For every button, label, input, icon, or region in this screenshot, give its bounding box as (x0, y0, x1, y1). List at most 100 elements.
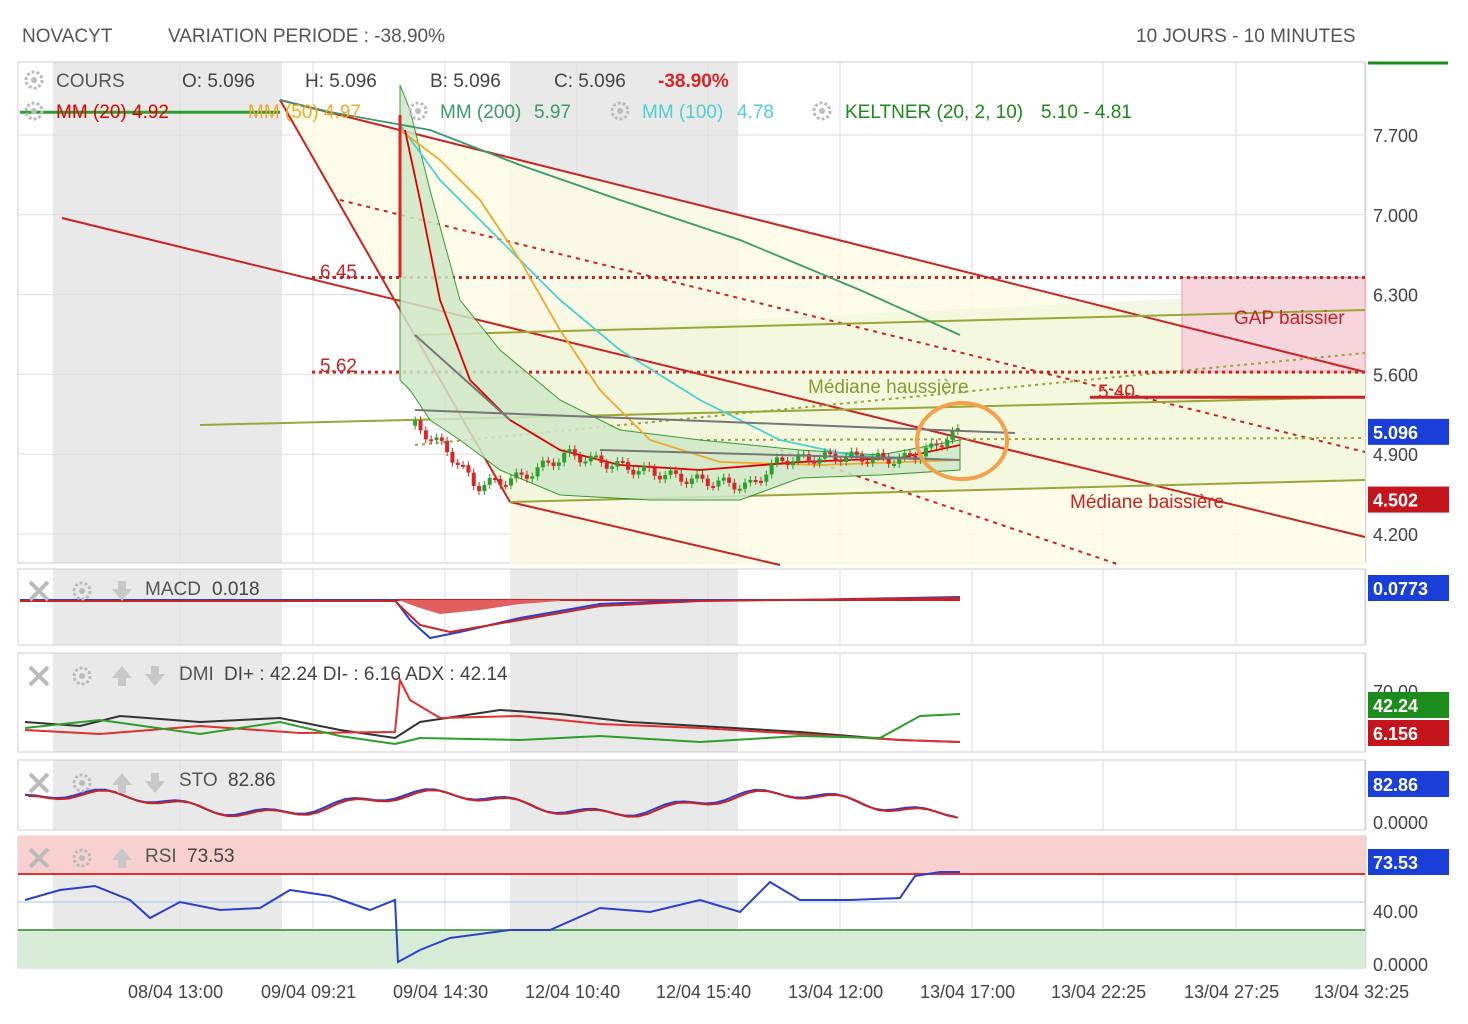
candle (716, 480, 721, 487)
range-label[interactable]: 10 JOURS - 10 MINUTES (1136, 26, 1356, 47)
candle (886, 457, 891, 464)
close-stroke (28, 772, 50, 794)
legend-mm200-name[interactable]: MM (200) (440, 102, 521, 123)
gear-icon[interactable] (812, 101, 832, 121)
variation-label: VARIATION PERIODE : -38.90% (168, 26, 445, 47)
close-value: C: 5.096 (554, 71, 626, 92)
candle (594, 455, 599, 458)
candle (530, 476, 535, 479)
gear-icon[interactable] (72, 848, 92, 868)
candle (700, 474, 705, 479)
candle (727, 477, 732, 483)
arrow-up-icon[interactable] (112, 848, 132, 868)
x-tick-label: 09/04 14:30 (393, 982, 488, 1002)
gear-teeth (24, 70, 44, 90)
close-icon[interactable] (28, 847, 50, 869)
candle (572, 449, 577, 456)
legend-mm50[interactable]: MM (50) 4.97 (248, 102, 361, 123)
candle (769, 463, 774, 475)
candle (689, 478, 694, 484)
candle (907, 453, 912, 456)
gear-icon[interactable] (72, 581, 92, 601)
gap-label: GAP baissier (1234, 308, 1345, 329)
candle (673, 470, 678, 474)
cours-label: COURS (56, 71, 125, 92)
candle (806, 454, 811, 461)
gear-teeth (72, 666, 92, 686)
legend-mm20[interactable]: MM (20) 4.92 (56, 102, 169, 123)
candle (434, 437, 439, 441)
candle (695, 474, 700, 479)
candle (466, 465, 471, 473)
arrow-up-icon[interactable] (112, 666, 132, 686)
gear-icon[interactable] (408, 101, 428, 121)
macd-badge-bg (1368, 575, 1449, 601)
candle (657, 475, 662, 480)
candle (955, 428, 960, 432)
symbol-title: NOVACYT (22, 26, 113, 47)
median-down-label: Médiane baissière (1070, 492, 1224, 513)
candle (477, 485, 482, 492)
candle (567, 449, 572, 453)
arrow-down-icon[interactable] (112, 581, 132, 601)
gear-hub (79, 780, 85, 786)
candle (684, 481, 689, 484)
arrow-up-icon[interactable] (112, 773, 132, 793)
candle (471, 472, 476, 486)
candle (413, 420, 418, 426)
close-icon[interactable] (28, 580, 50, 602)
level-645-label: 6.45 (320, 262, 357, 283)
close-stroke (28, 847, 50, 869)
gear-hub (31, 77, 37, 83)
arrow-down-icon[interactable] (145, 773, 165, 793)
gear-icon[interactable] (72, 773, 92, 793)
candle (636, 471, 641, 475)
macd-label: MACD (145, 579, 201, 600)
gear-teeth (610, 101, 630, 121)
close-icon[interactable] (28, 665, 50, 687)
session-shade (510, 569, 738, 645)
x-tick-label: 13/04 17:00 (920, 982, 1015, 1002)
candle (705, 478, 710, 486)
gear-icon[interactable] (610, 101, 630, 121)
gear-teeth (72, 848, 92, 868)
resistance-line (414, 409, 1016, 434)
close-icon[interactable] (28, 772, 50, 794)
candle (711, 485, 716, 488)
legend-keltner-name[interactable]: KELTNER (20, 2, 10) (845, 102, 1023, 123)
settings-gear-icon[interactable] (24, 70, 44, 90)
candle (939, 445, 944, 448)
candle (503, 484, 508, 487)
macd-histogram (398, 600, 560, 614)
di-plus-badge: 42.24 (1373, 696, 1418, 716)
dotted-channel-line-2 (779, 449, 1121, 566)
candle (498, 479, 503, 485)
di-plus-badge-bg (1368, 692, 1449, 718)
candle (950, 431, 955, 440)
candle (790, 461, 795, 466)
x-tick-label: 09/04 09:21 (261, 982, 356, 1002)
gear-hub (79, 588, 85, 594)
candle (493, 478, 497, 481)
rsi-overbought-zone (18, 836, 1365, 874)
range-line (599, 449, 961, 461)
channel-mid-line (61, 217, 1366, 538)
legend-mm100-name[interactable]: MM (100) (642, 102, 723, 123)
candle (439, 437, 444, 441)
gear-hub (79, 855, 85, 861)
arrow-down-icon[interactable] (145, 666, 165, 686)
candle (551, 462, 556, 467)
gear-icon[interactable] (24, 101, 44, 121)
gear-icon[interactable] (72, 666, 92, 686)
candle (562, 452, 567, 463)
gear-teeth (24, 101, 44, 121)
sto-label: STO (179, 770, 218, 791)
candle (881, 452, 886, 458)
adx-line (24, 708, 961, 743)
candle (774, 457, 779, 464)
candle (610, 466, 615, 469)
candle (743, 482, 748, 489)
x-tick-label: 13/04 27:25 (1184, 982, 1279, 1002)
rsi-tick-label: 40.00 (1373, 902, 1418, 922)
